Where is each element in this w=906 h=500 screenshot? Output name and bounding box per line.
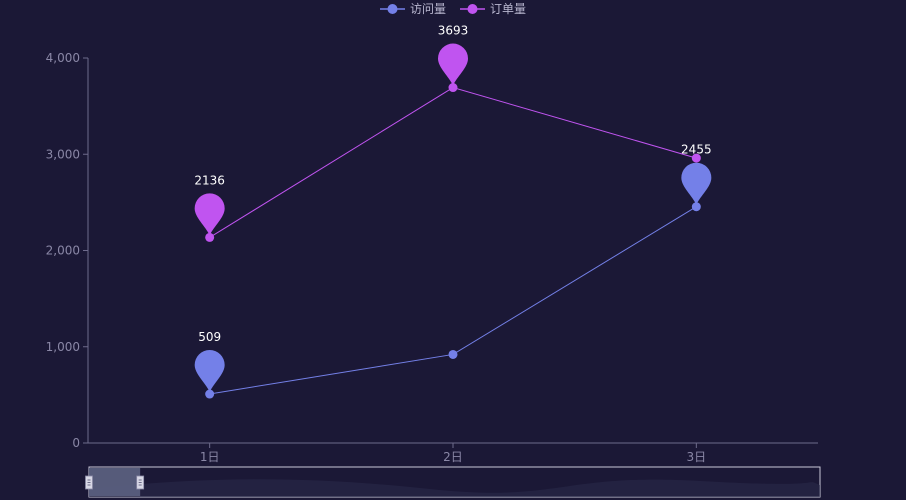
x-tick-label: 2日	[443, 450, 463, 464]
pin-value-label: 3693	[438, 24, 469, 38]
legend-label: 访问量	[410, 2, 446, 16]
series-points	[205, 83, 701, 399]
datazoom-slider[interactable]	[85, 466, 821, 498]
x-tick-label: 1日	[200, 450, 220, 464]
legend-dot	[387, 4, 398, 14]
series-line-0	[209, 206, 697, 395]
data-point[interactable]	[205, 232, 215, 242]
y-tick-label: 0	[72, 436, 80, 450]
x-axis: 1日 2日 3日	[88, 442, 818, 464]
y-axis: 0 1,000 2,000 3,000 4,000	[46, 51, 89, 450]
y-tick-label: 4,000	[46, 51, 80, 65]
legend[interactable]: 访问量 订单量	[380, 2, 526, 16]
data-point[interactable]	[691, 202, 701, 212]
legend-dot	[467, 4, 478, 14]
pin-markers: 509 2455 2136 3693	[194, 24, 712, 393]
datazoom-handle-right[interactable]	[136, 475, 145, 490]
x-tick-label: 3日	[687, 450, 707, 464]
datazoom-handle-left[interactable]	[85, 475, 93, 490]
y-tick-label: 2,000	[46, 244, 80, 258]
datazoom-shadow	[89, 479, 820, 497]
data-point[interactable]	[448, 349, 458, 359]
series-lines	[209, 87, 697, 395]
pin-value-label: 2455	[681, 143, 712, 157]
pin-value-label: 509	[198, 330, 221, 344]
legend-item-0[interactable]: 访问量	[380, 2, 446, 16]
pin-marker	[681, 162, 712, 205]
data-point[interactable]	[691, 153, 701, 163]
legend-item-1[interactable]: 订单量	[460, 2, 526, 16]
pin-marker	[194, 193, 225, 236]
series-line-1	[209, 87, 697, 238]
y-tick-label: 1,000	[46, 340, 80, 354]
legend-label: 订单量	[490, 2, 526, 16]
data-point[interactable]	[448, 83, 458, 93]
y-tick-label: 3,000	[46, 147, 80, 161]
pin-marker	[194, 350, 225, 393]
data-point[interactable]	[205, 389, 215, 399]
datazoom-selection[interactable]	[89, 468, 141, 496]
pin-value-label: 2136	[194, 173, 225, 187]
pin-marker	[438, 43, 468, 86]
